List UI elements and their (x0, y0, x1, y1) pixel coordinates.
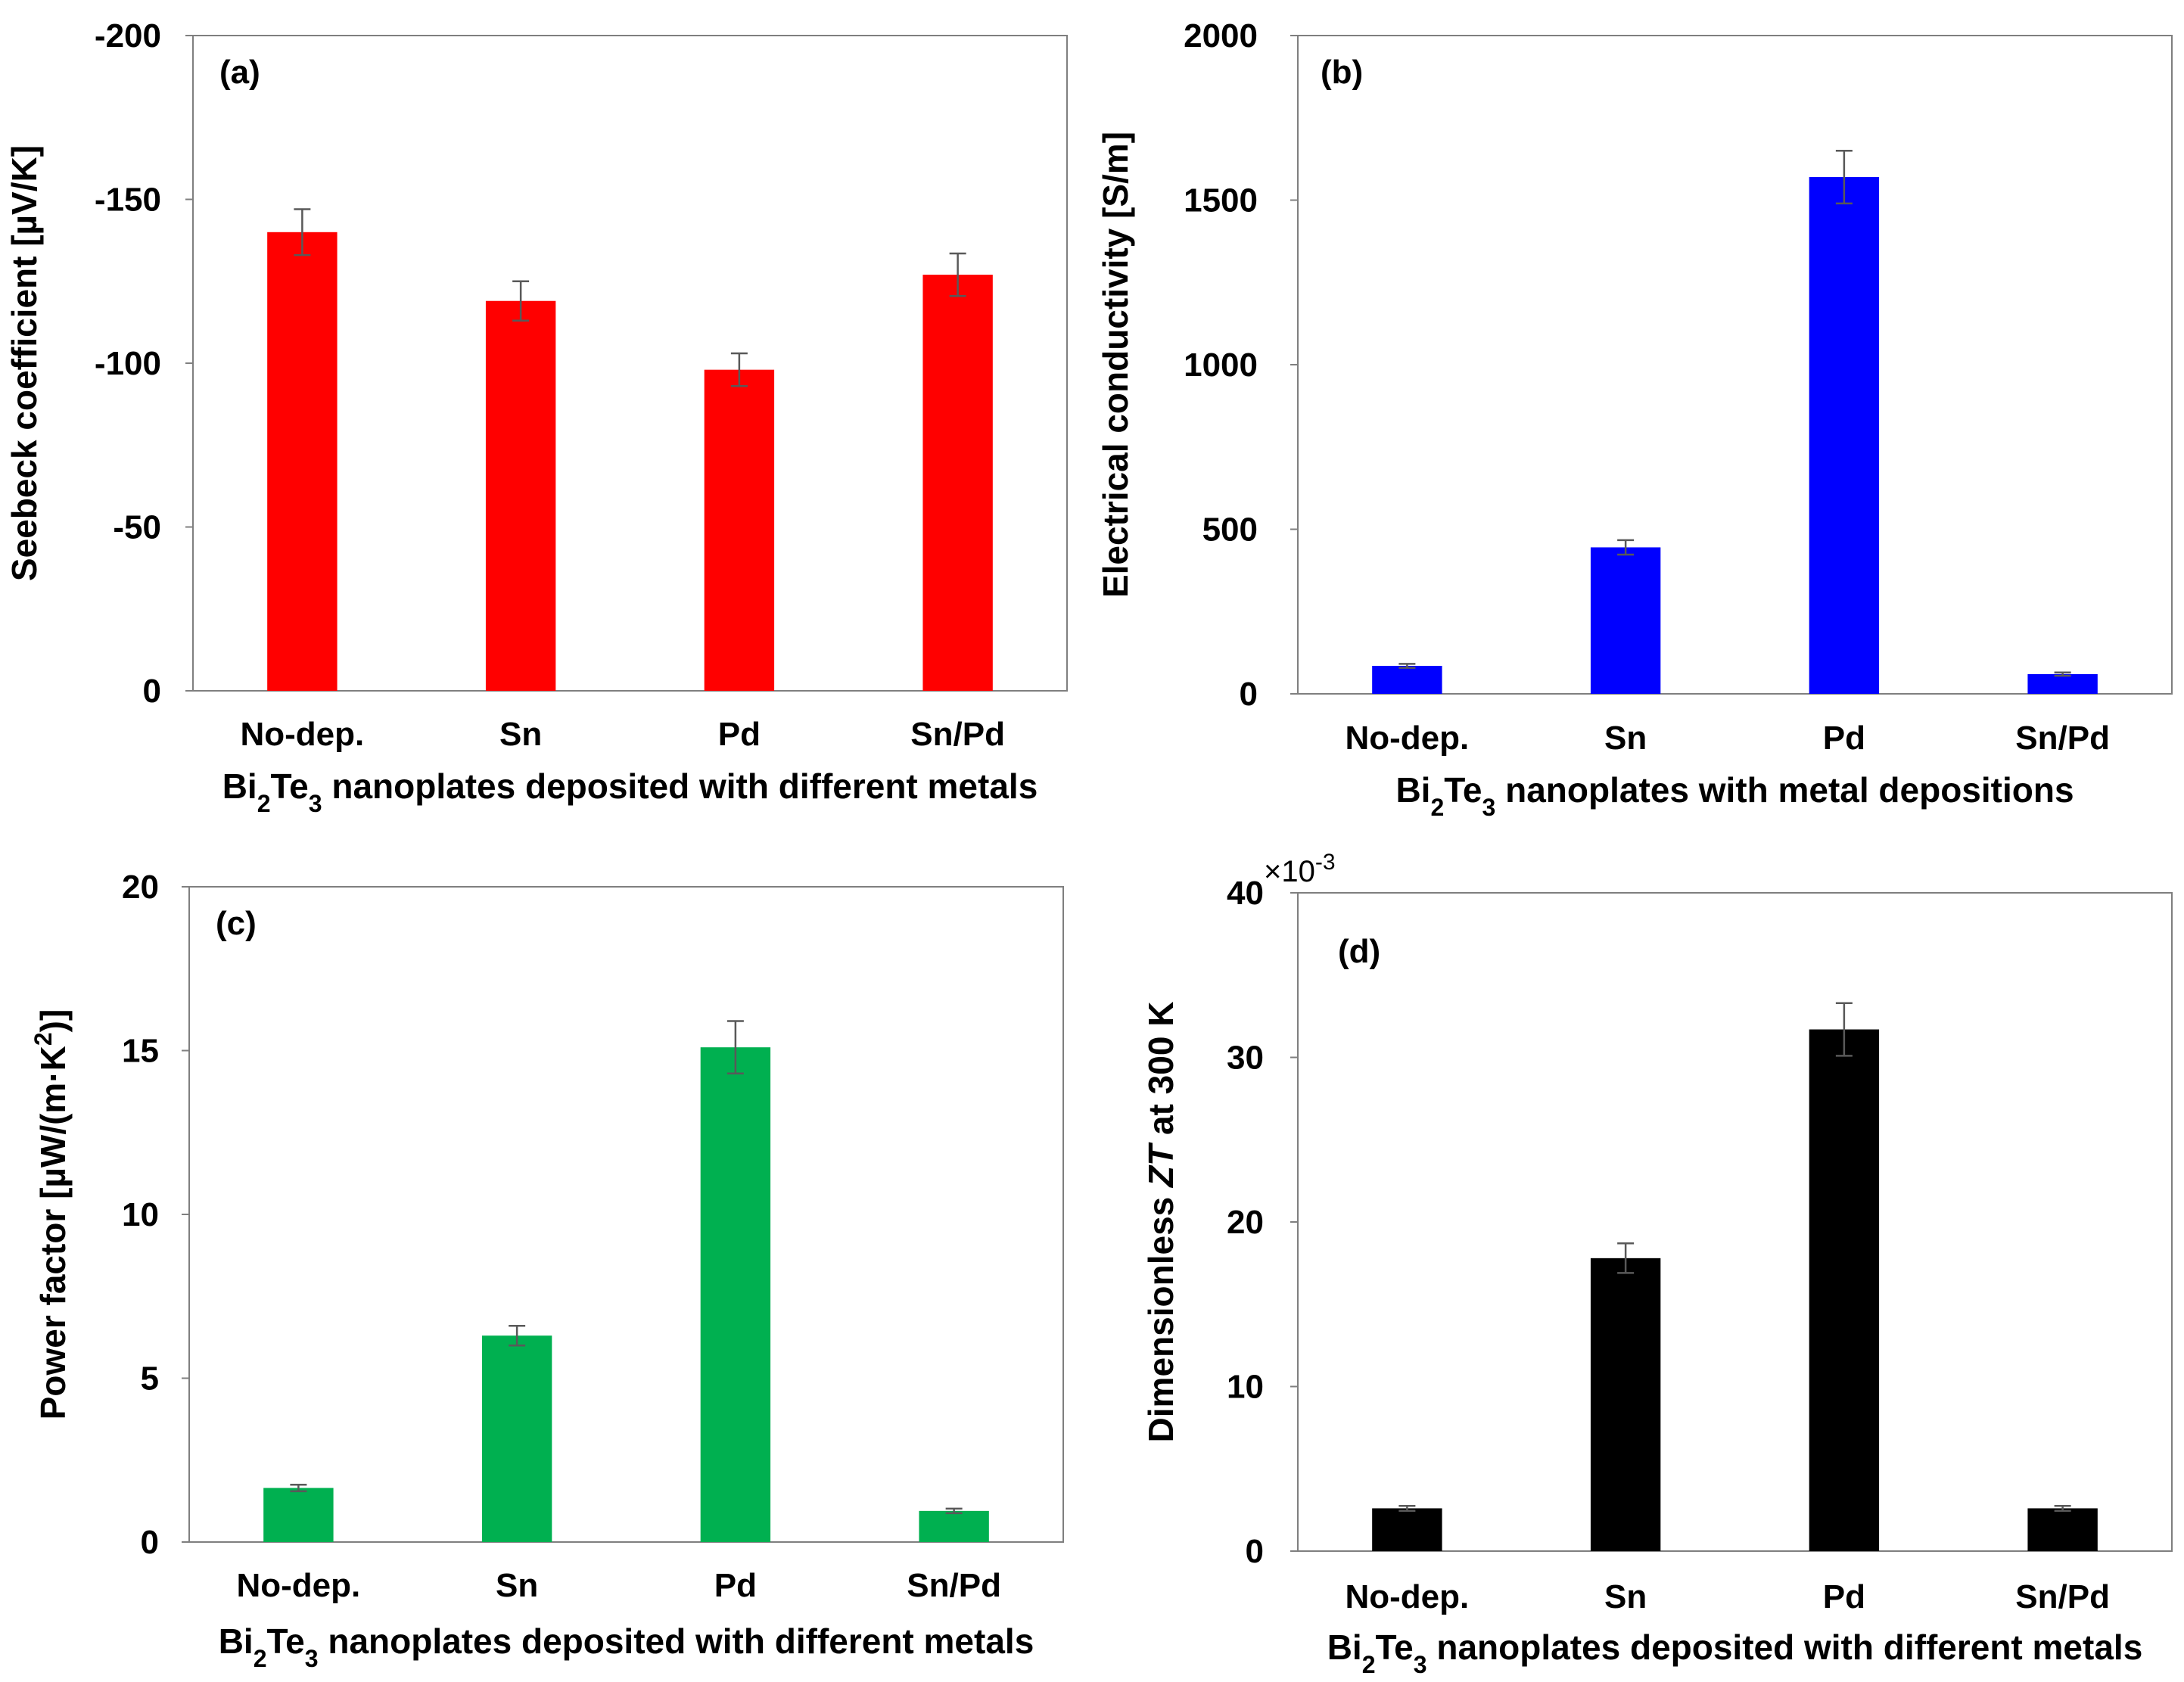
error-bar (2054, 671, 2071, 677)
bar-Sn/Pd (922, 275, 993, 692)
error-bar (1398, 1504, 1416, 1512)
bar-Sn/Pd (919, 1510, 989, 1542)
y-axis-label: Seebeck coefficient [µV/K] (5, 145, 44, 581)
bar-No-dep. (263, 1488, 334, 1542)
y-tick-label: 0 (141, 1524, 159, 1561)
error-bar (1617, 539, 1635, 556)
category-label: No-dep. (1345, 1578, 1469, 1615)
category-label: Sn (499, 716, 542, 753)
bar-No-dep. (1372, 1508, 1442, 1551)
y-tick-label: 0 (143, 673, 161, 710)
category-label: No-dep. (236, 1567, 360, 1604)
error-bar (949, 252, 966, 297)
bar-Sn (1590, 547, 1661, 694)
x-axis-label: Bi2Te3 nanoplates deposited with differe… (222, 766, 1038, 817)
y-axis-label: Dimensionless ZT at 300 K (1141, 1002, 1181, 1443)
category-label: Pd (718, 716, 761, 753)
chart-panel-3: 0 5 10 15 20 No-dep. Sn Pd Sn/Pd (c) Power factor … (30, 869, 1064, 1672)
y-tick-label: 20 (1227, 1204, 1264, 1241)
bar-Sn (1590, 1258, 1661, 1551)
y-tick-label: 5 (141, 1360, 159, 1398)
bar-Pd (1809, 1029, 1880, 1551)
category-label: Sn/Pd (907, 1567, 1001, 1604)
category-label: Sn/Pd (2015, 1578, 2110, 1615)
bar-Sn (481, 1335, 552, 1542)
panel-label: (d) (1338, 933, 1380, 970)
category-label: No-dep. (1345, 720, 1469, 757)
chart-panel-1: 0 -50 -100 -150 -200 No-dep. Sn Pd Sn/Pd (a) Seebe… (5, 17, 1068, 817)
category-label: Pd (714, 1567, 757, 1604)
bar-No-dep. (267, 232, 338, 691)
y-tick-label: 30 (1227, 1040, 1264, 1077)
y-tick-label: 500 (1202, 511, 1258, 549)
y-tick-label: 1000 (1184, 347, 1258, 384)
bar-Pd (704, 369, 775, 691)
y-axis-label: Electrical conductivity [S/m] (1096, 132, 1135, 598)
category-label: Sn (1604, 720, 1647, 757)
panel-label: (c) (216, 905, 257, 942)
y-tick-label: 1500 (1184, 182, 1258, 219)
category-label: Sn/Pd (2015, 720, 2110, 757)
y-tick-label: 40 (1227, 875, 1264, 912)
error-bar (1835, 150, 1853, 205)
bar-No-dep. (1372, 666, 1442, 694)
y-tick-label: 10 (122, 1196, 159, 1233)
y-tick-label: -150 (95, 182, 161, 219)
error-bar (1835, 1002, 1853, 1057)
y-axis-label: Power factor [µW/(m·K2)] (30, 1009, 73, 1420)
y-tick-label: 10 (1227, 1369, 1264, 1406)
error-bar (730, 352, 748, 387)
y-tick-label: 2000 (1184, 17, 1258, 54)
x-axis-label: Bi2Te3 nanoplates deposited with differe… (1327, 1628, 2143, 1678)
plot-frame (1297, 892, 2173, 1552)
error-bar (1617, 1242, 1635, 1274)
y-tick-label: 0 (1240, 676, 1258, 713)
x-axis-label: Bi2Te3 nanoplates with metal depositions (1395, 770, 2074, 821)
error-bar (294, 208, 311, 256)
error-bar (1398, 663, 1416, 669)
plot-frame (1297, 35, 2173, 695)
error-bar (726, 1020, 744, 1075)
bar-Sn/Pd (2027, 1508, 2098, 1551)
bar-Sn (485, 300, 556, 692)
chart-panel-2: 0 500 1000 1500 2000 No-dep. Sn Pd Sn/Pd (b) Elect… (1096, 17, 2173, 821)
y-tick-label: -50 (113, 509, 161, 546)
category-label: Sn (496, 1567, 538, 1604)
axis-multiplier: ×10-3 (1264, 850, 1336, 889)
y-tick-label: 0 (1246, 1533, 1264, 1570)
category-label: No-dep. (240, 716, 364, 753)
y-tick-label: -100 (95, 345, 161, 382)
error-bar (945, 1507, 963, 1515)
plot-frame (188, 886, 1064, 1543)
category-label: Pd (1823, 720, 1865, 757)
category-label: Pd (1823, 1578, 1865, 1615)
error-bar (290, 1483, 307, 1493)
panel-label: (a) (219, 54, 260, 91)
chart-panel-4: 0 10 20 30 40 No-dep. Sn Pd Sn/Pd (d) Dimensionles… (1141, 850, 2173, 1678)
y-tick-label: 20 (122, 869, 159, 906)
bar-Sn/Pd (2027, 673, 2098, 694)
y-tick-label: -200 (95, 17, 161, 54)
panel-label: (b) (1321, 54, 1363, 91)
category-label: Sn/Pd (910, 716, 1005, 753)
category-label: Sn (1604, 1578, 1647, 1615)
bar-Pd (1809, 177, 1880, 695)
error-bar (512, 280, 530, 322)
x-axis-label: Bi2Te3 nanoplates deposited with differe… (219, 1621, 1034, 1672)
y-tick-label: 15 (122, 1033, 159, 1070)
error-bar (2054, 1504, 2071, 1512)
error-bar (509, 1324, 526, 1347)
bar-Pd (700, 1047, 771, 1542)
